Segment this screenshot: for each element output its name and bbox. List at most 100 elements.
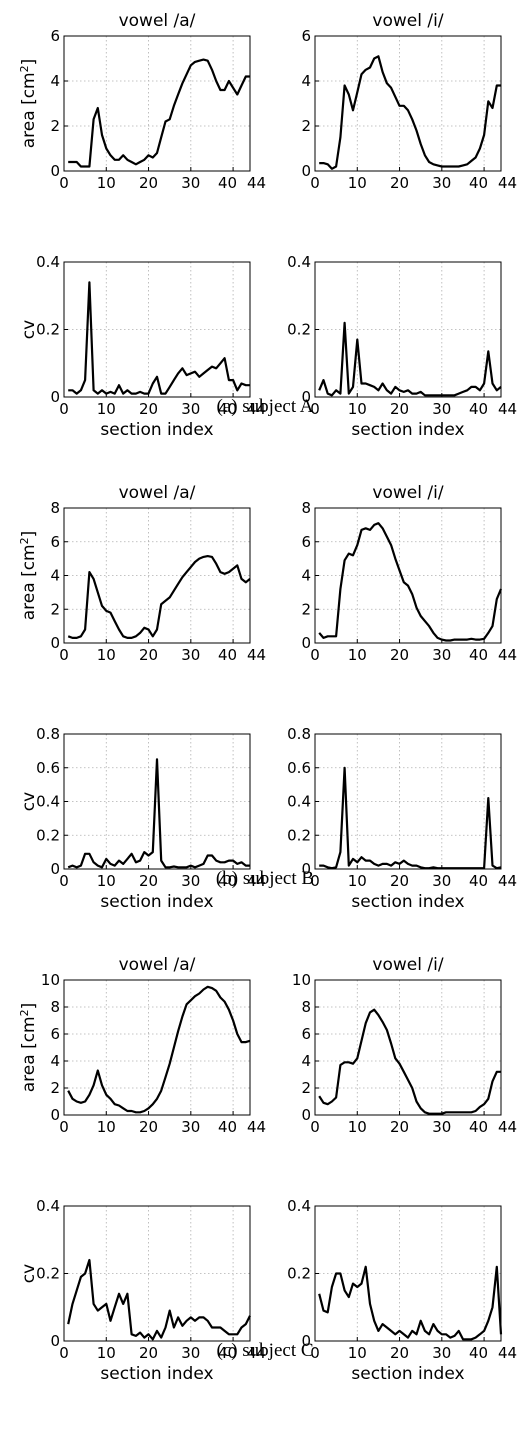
plot-title: vowel /a/ [119,483,196,503]
x-tick-label: 20 [139,872,158,890]
y-axis-label: cv [19,320,39,339]
x-tick-label: 44 [498,400,517,418]
series-line [318,1265,503,1341]
x-axis-label: section index [351,420,464,440]
x-tick-label: 40 [469,872,488,890]
y-tick-label: 0 [50,388,60,406]
plot-c-2: 0 10 20 30 40 44 0 0.2 0.4 section index cv [19,1197,266,1384]
x-tick-label: 10 [348,872,367,890]
x-tick-label: 30 [432,174,451,192]
x-tick-label: 20 [390,400,409,418]
x-tick-label: 10 [97,1118,116,1136]
plot-a-1: 0 10 20 30 40 44 0 2 4 6 vowel /i/ [301,11,517,192]
axes-frame [63,35,251,172]
y-tick-label: 4 [301,72,311,90]
y-axis-label: cv [19,1264,39,1283]
y-tick-label: 0.2 [36,1265,60,1283]
x-tick-label: 44 [247,1344,266,1362]
y-tick-label: 4 [50,72,60,90]
x-tick-label: 44 [498,1118,517,1136]
y-tick-label: 0.6 [287,759,311,777]
y-tick-label: 2 [50,117,60,135]
y-tick-label: 2 [301,1079,311,1097]
x-axis-label: section index [100,420,213,440]
y-tick-label: 4 [50,567,60,585]
x-tick-label: 40 [469,174,488,192]
y-tick-label: 8 [50,499,60,517]
series-line [67,985,251,1114]
y-tick-label: 0 [301,162,311,180]
y-tick-label: 0.8 [36,725,60,743]
y-tick-label: 0.4 [36,1197,60,1215]
x-tick-label: 20 [390,1344,409,1362]
plot-title: vowel /a/ [119,955,196,975]
x-tick-label: 20 [139,400,158,418]
x-tick-label: 0 [59,400,69,418]
plot-c-0: 0 10 20 30 40 44 0 2 4 6 8 10 vowel /a/area [cm2] [18,955,266,1136]
series-line [67,758,250,869]
x-tick-label: 44 [498,1344,517,1362]
x-tick-label: 20 [390,872,409,890]
y-tick-label: 0 [50,1332,60,1350]
plot-a-3: 0 10 20 30 40 44 0 0.2 0.4 section index [287,253,517,440]
y-tick-label: 0.2 [287,321,311,339]
x-tick-label: 40 [218,1344,237,1362]
panel-caption: (a) subject A [216,396,313,417]
x-tick-label: 0 [59,174,69,192]
y-tick-label: 4 [301,567,311,585]
panel-caption: (c) subject C [216,1340,313,1361]
y-tick-label: 6 [301,27,311,45]
x-tick-label: 10 [97,646,116,664]
x-tick-label: 20 [139,1344,158,1362]
x-tick-label: 44 [498,646,517,664]
y-tick-label: 8 [301,499,311,517]
x-tick-label: 0 [59,872,69,890]
x-tick-label: 44 [247,1118,266,1136]
x-tick-label: 40 [218,400,237,418]
x-tick-label: 40 [469,400,488,418]
x-tick-label: 10 [348,1118,367,1136]
series-line [67,554,251,640]
x-tick-label: 10 [348,646,367,664]
plot-a-0: 0 10 20 30 40 44 0 2 4 6 vowel /a/area [cm2] [18,11,266,192]
plot-title: vowel /i/ [372,955,443,975]
y-tick-label: 0 [50,860,60,878]
x-tick-label: 40 [218,1118,237,1136]
axes-frame [314,979,502,1116]
x-tick-label: 0 [310,174,320,192]
plot-c-1: 0 10 20 30 40 44 0 2 4 6 8 10 vowel /i/ [292,955,517,1136]
x-tick-label: 20 [139,646,158,664]
y-tick-label: 2 [301,117,311,135]
x-tick-label: 0 [310,400,320,418]
x-tick-label: 44 [247,872,266,890]
y-tick-label: 6 [301,1025,311,1043]
x-tick-label: 20 [139,174,158,192]
x-tick-label: 10 [348,400,367,418]
x-tick-label: 30 [432,872,451,890]
y-tick-label: 0.8 [287,725,311,743]
x-tick-label: 30 [181,646,200,664]
y-tick-label: 0 [301,1332,311,1350]
y-tick-label: 0 [50,634,60,652]
series-line [319,55,501,170]
y-tick-label: 4 [301,1052,311,1070]
plot-b-0: 0 10 20 30 40 44 0 2 4 6 8 vowel /a/area [cm2] [18,483,266,664]
panel-caption: (b) subject B [216,868,314,889]
axes-frame [314,35,502,172]
plot-c-3: 0 10 20 30 40 44 0 0.2 0.4 section index [287,1197,517,1384]
x-axis-label: section index [351,892,464,912]
x-tick-label: 40 [469,646,488,664]
x-tick-label: 0 [310,1118,320,1136]
x-tick-label: 30 [432,1344,451,1362]
y-tick-label: 0.2 [36,826,60,844]
x-tick-label: 20 [390,646,409,664]
x-tick-label: 10 [97,400,116,418]
series-line [67,1258,251,1341]
x-tick-label: 30 [181,174,200,192]
x-tick-label: 40 [469,1344,488,1362]
y-tick-label: 0.4 [36,793,60,811]
x-tick-label: 44 [498,872,517,890]
